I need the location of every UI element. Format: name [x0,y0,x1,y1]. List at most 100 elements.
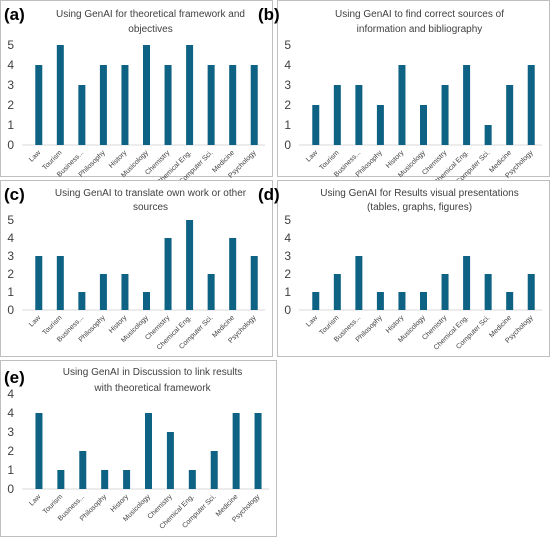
bar-musicology [420,292,427,310]
bar-chemical-eng [186,45,194,145]
bar-business [355,256,363,310]
panel-label: (d) [258,185,280,204]
y-tick-label: 1 [7,463,14,477]
chart-panel-1: Using GenAI for theoretical framework an… [0,0,273,187]
panel-frame [0,360,277,537]
bar-chemistry [164,238,172,310]
bar-computer-sci [484,274,492,310]
panel-frame [277,180,550,357]
panel-label: (c) [4,185,25,204]
y-tick-label: 0 [284,138,291,152]
panel-label: (a) [4,5,25,24]
bar-business [79,451,87,489]
bar-psychology [250,65,258,145]
panel-frame [0,0,273,177]
bar-psychology [250,256,258,310]
panel-label: (e) [4,368,25,387]
bar-computer-sci [207,274,215,310]
chart-title: objectives [128,24,172,35]
panel-frame [0,180,273,357]
bar-musicology [420,105,427,145]
bar-history [121,65,129,145]
chart-panel-5: Using GenAI in Discussion to link result… [0,360,277,537]
y-tick-label: 0 [284,303,291,317]
chart-title: Using GenAI for Results visual presentat… [320,188,518,199]
bar-chemical-eng [463,65,471,145]
bar-law [35,256,43,310]
bar-business [78,292,86,310]
bar-chemistry [166,432,174,489]
y-tick-label: 1 [7,285,14,299]
bar-computer-sci [484,125,492,145]
bar-chemistry [441,274,449,310]
chart-title: (tables, graphs, figures) [367,202,472,213]
chart-panel-2: Using GenAI to find correct sources of in… [277,0,550,187]
y-tick-label: 4 [284,231,291,245]
bar-business [355,85,363,145]
bar-tourism [333,85,341,145]
bar-medicine [229,65,237,145]
y-tick-label: 3 [7,249,14,263]
bar-musicology [143,292,150,310]
y-tick-label: 3 [284,249,291,263]
bar-chemical-eng [186,220,194,310]
y-tick-label: 5 [7,213,14,227]
y-tick-label: 2 [7,267,14,281]
bar-history [123,470,131,489]
y-tick-label: 4 [7,387,14,401]
bar-history [398,292,406,310]
y-tick-label: 5 [284,213,291,227]
y-tick-label: 2 [284,98,291,112]
y-tick-label: 2 [284,267,291,281]
bar-tourism [333,274,341,310]
bar-tourism [57,470,65,489]
y-tick-label: 3 [7,425,14,439]
bar-computer-sci [207,65,215,145]
bar-philosophy [99,65,107,145]
y-tick-label: 3 [284,78,291,92]
bar-law [312,292,320,310]
chart-title: information and bibliography [357,24,483,35]
bar-computer-sci [210,451,218,489]
bar-chemical-eng [463,256,471,310]
y-tick-label: 1 [7,118,14,132]
bar-philosophy [99,274,107,310]
bar-tourism [56,256,64,310]
chart-title: sources [133,202,168,213]
y-tick-label: 5 [284,38,291,52]
bar-chemistry [441,85,449,145]
chart-panel-3: Using GenAI to translate own work or oth… [0,180,273,357]
bar-musicology [143,45,150,145]
bar-medicine [506,292,514,310]
y-tick-label: 4 [7,231,14,245]
chart-title: Using GenAI to translate own work or oth… [55,188,247,199]
chart-title: Using GenAI for theoretical framework an… [56,9,245,20]
bar-history [121,274,129,310]
bar-medicine [506,85,514,145]
bar-philosophy [376,105,384,145]
bar-philosophy [376,292,384,310]
chart-title: Using GenAI in Discussion to link result… [63,367,243,378]
panel-label: (b) [258,5,280,24]
bar-business [78,85,86,145]
bar-law [35,65,43,145]
bar-philosophy [101,470,109,489]
bar-psychology [527,65,535,145]
chart-title: Using GenAI to find correct sources of [335,9,504,20]
y-tick-label: 1 [284,285,291,299]
y-tick-label: 0 [7,303,14,317]
y-tick-label: 3 [7,78,14,92]
bar-tourism [56,45,64,145]
bar-musicology [145,413,152,489]
bar-history [398,65,406,145]
bar-law [35,413,43,489]
y-tick-label: 0 [7,482,14,496]
bar-psychology [527,274,535,310]
bar-medicine [232,413,240,489]
chart-panel-4: Using GenAI for Results visual presentat… [277,180,550,357]
y-tick-label: 5 [7,38,14,52]
chart-title: with theoretical framework [93,383,211,394]
bar-chemical-eng [188,470,196,489]
y-tick-label: 1 [284,118,291,132]
